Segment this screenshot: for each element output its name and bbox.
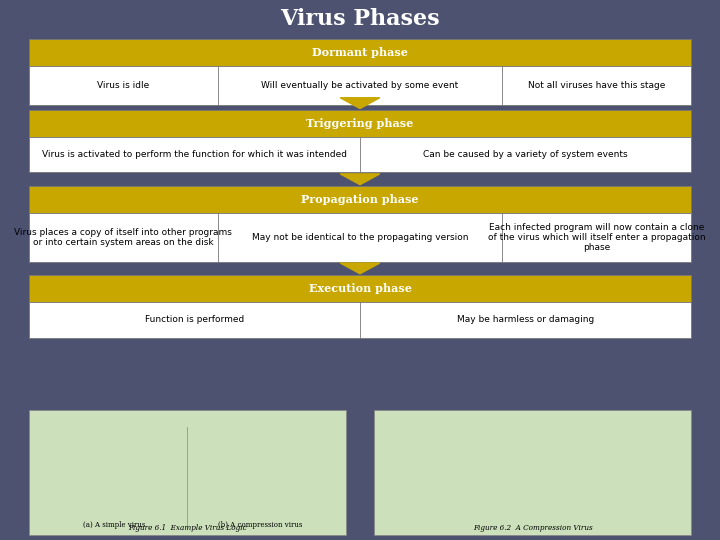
Bar (29, 275, 691, 302)
Bar (29, 410, 346, 535)
Text: Figure 6.2  A Compression Virus: Figure 6.2 A Compression Virus (473, 524, 593, 532)
Bar (29, 137, 691, 172)
Bar (29, 39, 691, 66)
Polygon shape (340, 98, 380, 109)
Bar (29, 302, 691, 338)
Text: May not be identical to the propagating version: May not be identical to the propagating … (252, 233, 468, 242)
Bar (29, 213, 691, 262)
Text: Can be caused by a variety of system events: Can be caused by a variety of system eve… (423, 150, 628, 159)
Text: Triggering phase: Triggering phase (307, 118, 413, 129)
Polygon shape (340, 174, 380, 185)
Text: Each infected program will now contain a clone
of the virus which will itself en: Each infected program will now contain a… (488, 222, 706, 253)
Bar (374, 410, 691, 535)
Text: Will eventually be activated by some event: Will eventually be activated by some eve… (261, 81, 459, 90)
Text: Virus is activated to perform the function for which it was intended: Virus is activated to perform the functi… (42, 150, 347, 159)
Polygon shape (340, 263, 380, 274)
Text: Virus Phases: Virus Phases (280, 8, 440, 30)
Text: Propagation phase: Propagation phase (301, 194, 419, 205)
Text: Virus is idle: Virus is idle (97, 81, 149, 90)
Text: May be harmless or damaging: May be harmless or damaging (457, 315, 594, 325)
Text: Execution phase: Execution phase (309, 284, 411, 294)
Bar (29, 110, 691, 137)
Text: (b) A compression virus: (b) A compression virus (218, 521, 302, 529)
Bar (29, 66, 691, 105)
Bar (29, 186, 691, 213)
Text: Function is performed: Function is performed (145, 315, 244, 325)
Text: Not all viruses have this stage: Not all viruses have this stage (528, 81, 665, 90)
Text: (a) A simple virus: (a) A simple virus (83, 521, 145, 529)
Text: Figure 6.1  Example Virus Logic: Figure 6.1 Example Virus Logic (128, 524, 246, 532)
Text: Virus places a copy of itself into other programs
or into certain system areas o: Virus places a copy of itself into other… (14, 228, 232, 247)
Text: Dormant phase: Dormant phase (312, 47, 408, 58)
